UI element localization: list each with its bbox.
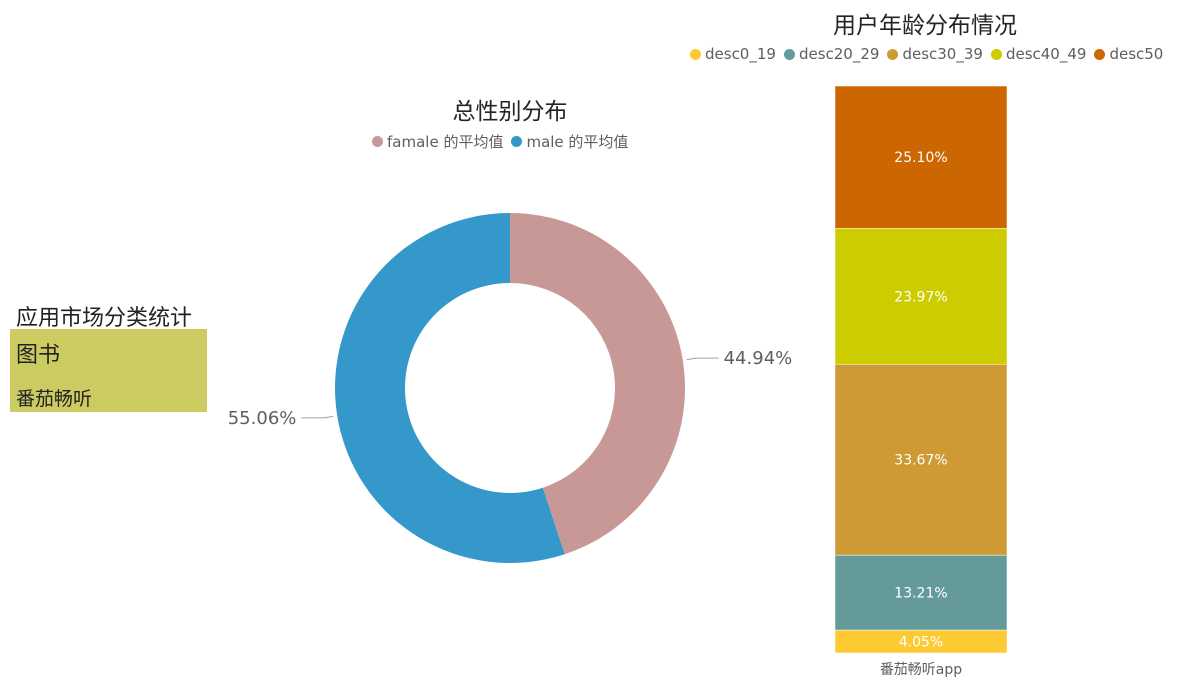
donut-data-label-1: 55.06% [228,408,297,429]
bar-segment-desc40_49[interactable] [834,228,1008,365]
legend-dot [511,136,523,147]
legend-dot [690,48,701,60]
legend-item-desc20-29[interactable]: desc20_29 [783,45,880,63]
age-chart-title: 用户年龄分布情况 [833,13,1017,39]
donut-leader-line-1 [301,415,334,419]
bar-segment-desc30_39[interactable] [834,363,1008,556]
donut-leader-line-0 [686,357,719,361]
legend-label: desc0_19 [705,45,776,63]
category-name: 图书 [16,343,61,368]
category-app-name: 番茄畅听 [16,388,93,410]
bar-segment-desc50[interactable] [834,85,1008,229]
donut-slice-1[interactable] [335,213,565,563]
donut-chart-title: 总性别分布 [452,99,568,125]
legend-label: famale 的平均值 [387,133,504,151]
legend-dot [783,48,795,60]
bar-data-label-desc40_49: 23.97% [894,289,947,305]
legend-item-male[interactable]: male 的平均值 [511,131,628,152]
legend-item-desc0-19[interactable]: desc0_19 [690,45,776,63]
legend-item-desc30-39[interactable]: desc30_39 [887,45,983,63]
bar-segment-desc20_29[interactable] [834,554,1008,631]
legend-label: desc50 [1109,45,1164,63]
legend-dot [887,48,899,60]
bar-data-label-desc20_29: 13.21% [894,586,947,602]
legend-label: desc30_39 [902,45,983,63]
legend-dot [990,48,1002,60]
legend-label: desc20_29 [798,45,880,63]
legend-item-famale[interactable]: famale 的平均值 [372,131,503,152]
bar-data-label-desc0_19: 4.05% [899,635,943,651]
bar-data-label-desc50: 25.10% [894,150,947,166]
bar-data-label-desc30_39: 33.67% [894,453,947,469]
category-card[interactable]: 图书 番茄畅听 [10,329,207,412]
donut-slice-0[interactable] [510,213,686,555]
legend-item-desc50[interactable]: desc50 [1094,45,1163,63]
legend-label: desc40_49 [1005,45,1087,63]
category-heading: 应用市场分类统计 [16,306,193,331]
legend-dot [1094,48,1106,60]
age-legend: desc0_19 desc20_29 desc30_39 desc40_49 d… [690,45,1163,63]
donut-legend: famale 的平均值 male 的平均值 [372,131,628,152]
x-axis-category-label: 番茄畅听app [879,662,963,678]
legend-item-desc40-49[interactable]: desc40_49 [990,45,1087,63]
legend-label: male 的平均值 [526,133,629,151]
donut-data-label-0: 44.94% [724,348,793,369]
legend-dot [372,136,383,147]
